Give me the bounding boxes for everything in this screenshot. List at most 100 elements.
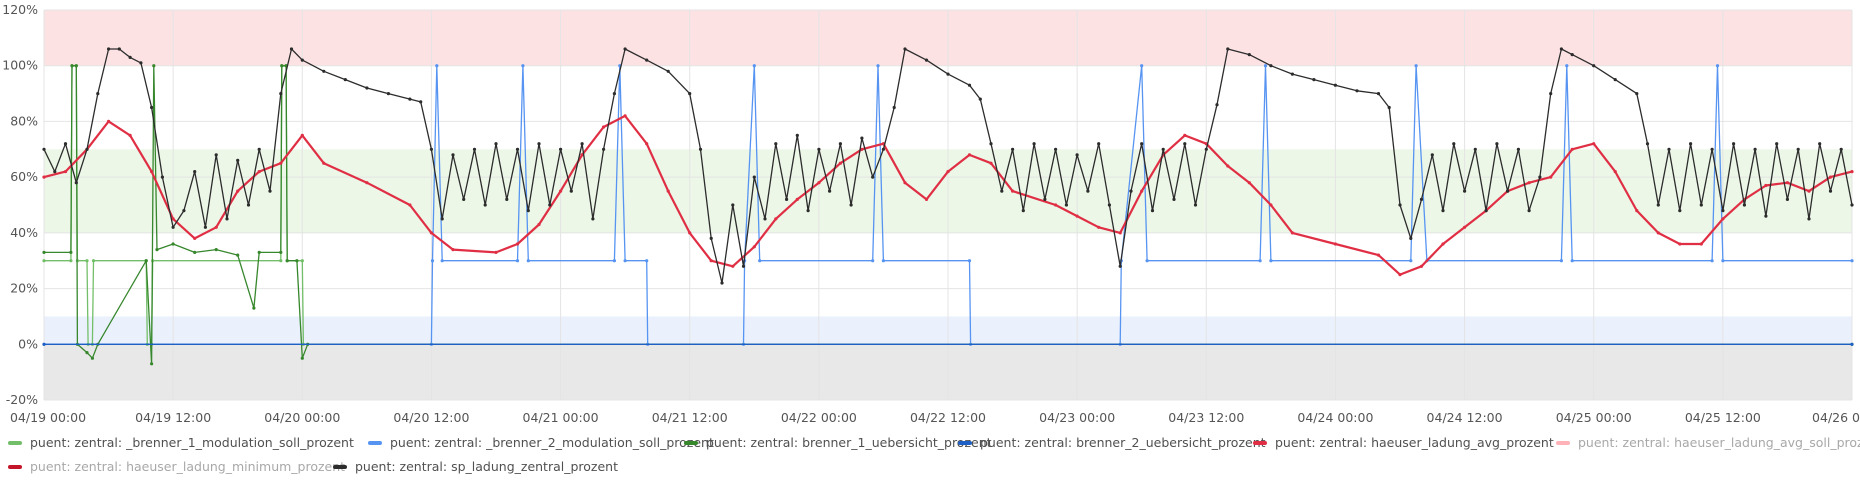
data-point: [236, 158, 240, 162]
legend-label: puent: zentral: sp_ladung_zentral_prozen…: [355, 459, 619, 474]
data-point: [1226, 47, 1230, 51]
data-point: [860, 147, 864, 151]
x-tick-label: 04/20 12:00: [393, 410, 469, 425]
data-point: [1559, 47, 1563, 51]
data-point: [515, 259, 520, 263]
data-point: [42, 342, 46, 346]
data-point: [1064, 203, 1068, 207]
data-point: [171, 225, 175, 229]
data-point: [1129, 189, 1133, 193]
data-point: [741, 264, 746, 268]
data-point: [1021, 209, 1025, 213]
data-point: [1753, 147, 1757, 151]
data-point: [1527, 181, 1531, 185]
data-point: [85, 147, 89, 151]
y-tick-label: 40%: [10, 225, 38, 240]
data-point: [645, 142, 649, 146]
data-point: [322, 161, 326, 165]
legend-swatch: [8, 440, 22, 445]
data-point: [1710, 147, 1714, 151]
x-tick-label: 04/24 12:00: [1427, 410, 1503, 425]
series-line: [44, 65, 1852, 365]
data-point: [871, 175, 875, 179]
data-point: [1376, 92, 1381, 96]
data-point: [246, 203, 251, 207]
data-point: [1011, 147, 1015, 151]
y-tick-label: 20%: [10, 281, 38, 296]
data-point: [645, 259, 649, 263]
data-point: [1495, 142, 1499, 146]
data-point: [69, 259, 73, 263]
data-point: [731, 264, 735, 268]
data-point: [924, 197, 929, 201]
data-point: [1075, 153, 1079, 157]
legend-item[interactable]: puent: zentral: haeuser_ladung_minimum_p…: [8, 459, 345, 474]
data-point: [1172, 197, 1176, 201]
data-point: [1258, 259, 1262, 263]
data-point: [881, 259, 886, 263]
data-point: [214, 248, 218, 252]
data-point: [1430, 153, 1434, 157]
data-point: [612, 92, 617, 96]
data-point: [709, 259, 713, 263]
legend-label: puent: zentral: _brenner_2_modulation_so…: [390, 435, 714, 450]
data-point: [838, 142, 843, 146]
data-point: [1376, 253, 1381, 257]
legend-item[interactable]: puent: zentral: sp_ladung_zentral_prozen…: [333, 459, 618, 474]
data-point: [203, 225, 207, 229]
data-point: [1054, 147, 1058, 151]
legend-row: puent: zentral: _brenner_1_modulation_so…: [8, 431, 1860, 455]
data-point: [515, 242, 520, 246]
data-point: [1592, 64, 1596, 68]
x-tick-label: 04/19 12:00: [135, 410, 211, 425]
data-point: [731, 203, 735, 207]
legend-item[interactable]: puent: zentral: _brenner_2_modulation_so…: [368, 435, 714, 450]
data-point: [1226, 164, 1230, 168]
chart-svg: 120%100%80%60%40%20%0%-20% 04/19 00:00 04…: [2, 2, 1860, 425]
data-point: [817, 181, 821, 185]
data-point: [1086, 189, 1090, 193]
data-point: [1742, 203, 1746, 207]
data-point: [1269, 203, 1273, 207]
data-point: [1538, 175, 1542, 179]
x-axis: 04/19 00:00 04/19 12:00 04/20 00:00 04/20 1…: [10, 410, 1860, 425]
data-point: [526, 209, 530, 213]
data-point: [289, 47, 294, 51]
legend-item[interactable]: puent: zentral: haeuser_ladung_avg_proze…: [1253, 435, 1554, 450]
data-point: [1333, 242, 1337, 246]
data-point: [279, 92, 283, 96]
data-point: [967, 259, 972, 263]
data-point: [225, 217, 229, 221]
data-point: [128, 55, 132, 60]
data-point: [1613, 170, 1617, 174]
data-point: [1150, 209, 1155, 213]
x-tick-label: 04/25 12:00: [1685, 410, 1761, 425]
data-point: [236, 189, 240, 193]
data-point: [1516, 147, 1520, 151]
data-point: [666, 189, 670, 193]
data-point: [623, 114, 627, 118]
data-point: [1699, 242, 1703, 246]
data-point: [602, 147, 606, 151]
legend-item[interactable]: puent: zentral: haeuser_ladung_avg_soll_…: [1556, 435, 1860, 450]
data-point: [1398, 203, 1402, 207]
data-point: [1721, 217, 1725, 221]
data-point: [1290, 231, 1294, 235]
series-line: [43, 48, 1853, 284]
data-point: [139, 61, 143, 65]
data-point: [1204, 147, 1208, 151]
legend-item[interactable]: puent: zentral: _brenner_1_modulation_so…: [8, 435, 354, 450]
data-point: [1398, 273, 1402, 277]
legend-item[interactable]: puent: zentral: brenner_2_uebersicht_pro…: [958, 435, 1266, 450]
data-point: [300, 259, 304, 263]
data-point: [53, 170, 57, 174]
data-point: [795, 133, 799, 137]
legend-item[interactable]: puent: zentral: brenner_1_uebersicht_pro…: [684, 435, 992, 450]
data-point: [559, 189, 563, 193]
series-4: [42, 114, 1854, 277]
data-point: [1355, 89, 1359, 93]
y-tick-label: 0%: [18, 336, 38, 351]
legend-swatch: [1556, 440, 1570, 445]
data-point: [69, 250, 73, 254]
